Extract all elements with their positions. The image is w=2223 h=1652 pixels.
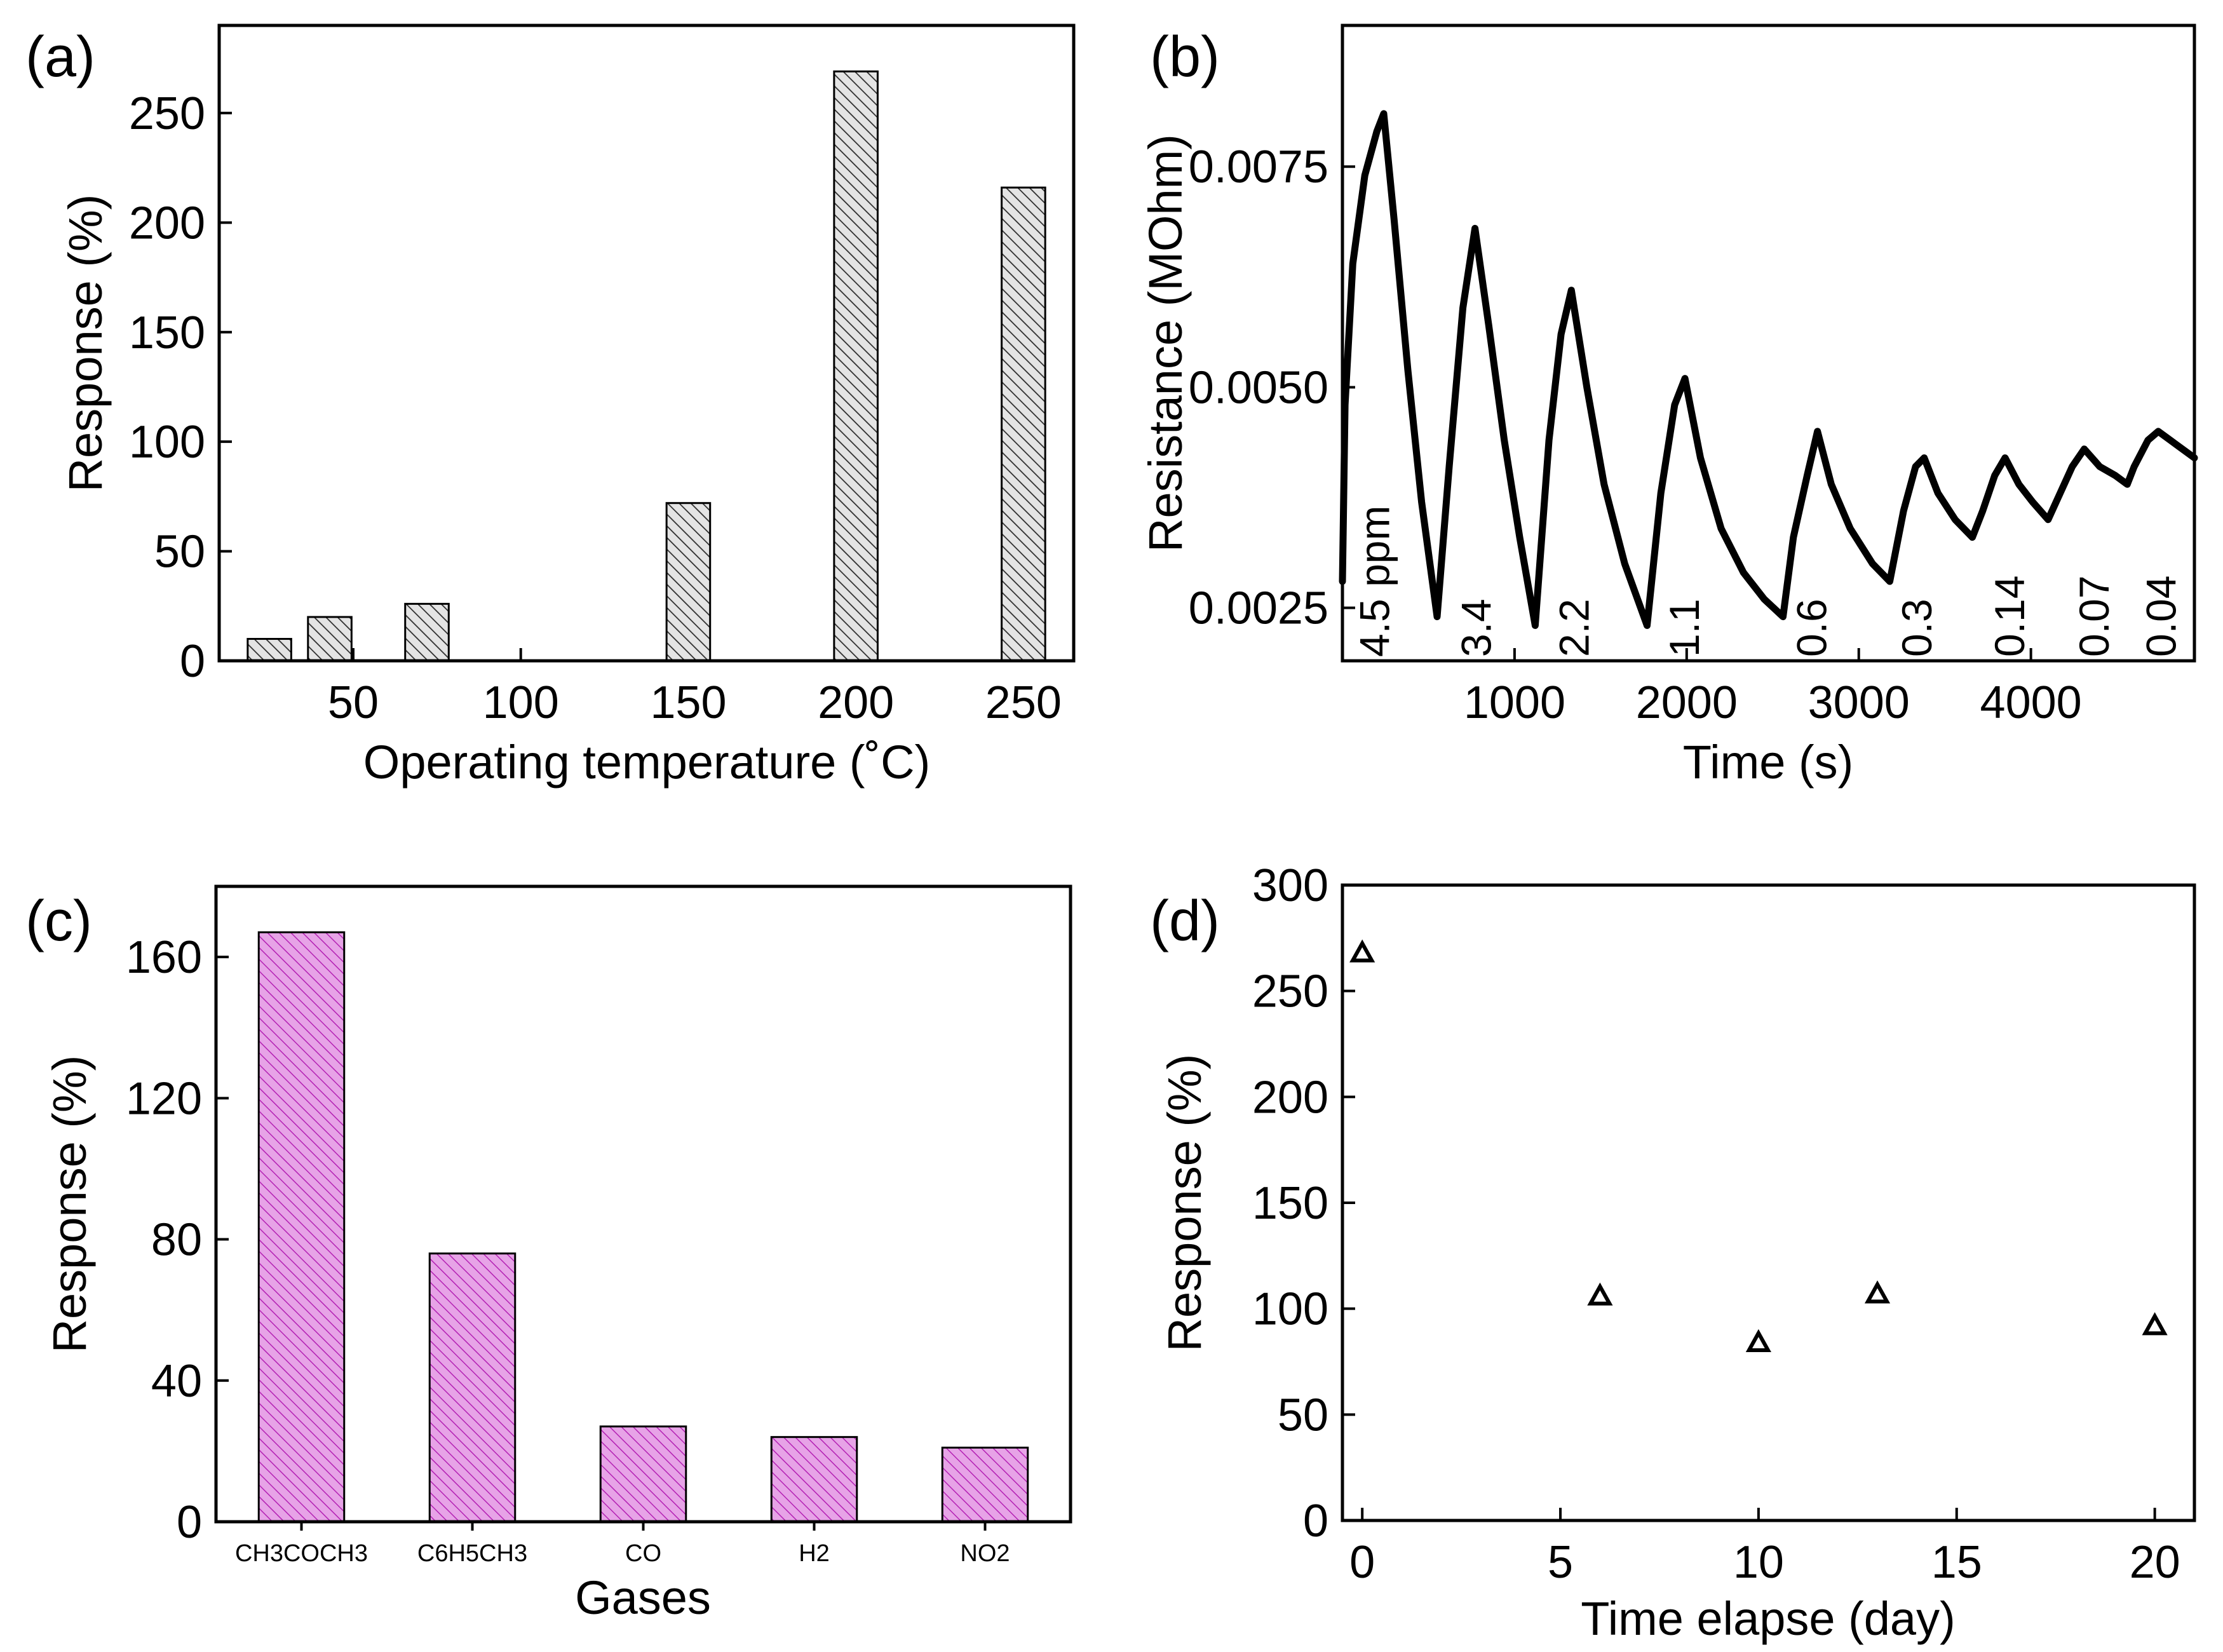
panel-d-y-tick-label: 0 — [1303, 1496, 1328, 1547]
panel-c-x-tick-label: C6H5CH3 — [417, 1540, 527, 1567]
panel-d-points — [1349, 939, 2168, 1352]
panel-b-x-tick-label: 2000 — [1636, 677, 1738, 728]
panel-c-bar — [941, 1446, 1029, 1523]
panel-b-ticks: 0.0025 0.0050 0.0075 1000 2000 3000 4000 — [1189, 142, 2082, 728]
panel-b-y-axis-title: Resistance (MOhm) — [1139, 134, 1192, 552]
panel-d-y-tick-label: 250 — [1252, 966, 1328, 1017]
panel-b-y-tick-label: 0.0075 — [1189, 142, 1328, 193]
panel-d-x-tick-label: 15 — [1931, 1537, 1982, 1588]
panel-b-concentration-label: 2.2 — [1551, 599, 1598, 657]
panel-b-concentration-label: 0.07 — [2071, 576, 2118, 657]
panel-b-x-tick-label: 3000 — [1808, 677, 1910, 728]
panel-c-bar — [257, 931, 346, 1523]
panel-c-ticks: 0 40 80 120 160 CH3COCH3 C6H5CH3 CO H2 NO2 — [126, 932, 1010, 1567]
panel-d-data-point — [2142, 1312, 2168, 1336]
panel-b-resistance-line — [1339, 110, 2198, 629]
panel-c-x-tick-label: CH3COCH3 — [235, 1540, 368, 1567]
panel-d-x-tick-label: 5 — [1548, 1537, 1573, 1588]
panel-a-y-tick-label: 200 — [129, 198, 205, 248]
panel-d-y-axis-title: Response (%) — [1158, 1054, 1211, 1352]
panel-b-label: (b) — [1150, 25, 1220, 89]
panel-d-y-tick-label: 200 — [1252, 1072, 1328, 1123]
panel-c-response-vs-gases: (c) 0 40 80 120 160 CH3COCH3 C6H5CH3 CO H2 NO2 Ga… — [25, 884, 1072, 1624]
panel-c-x-axis-title: Gases — [575, 1571, 711, 1624]
panel-a-bar — [307, 616, 353, 662]
panel-a-bar — [247, 638, 292, 662]
panel-d-response-vs-time-elapse: (d) 0 50 100 150 200 250 300 0 5 10 15 20 Time elap… — [1150, 860, 2196, 1645]
panel-d-data-point — [1864, 1280, 1891, 1304]
panel-a-ticks: 0 50 100 150 200 250 50 100 150 200 250 — [129, 88, 1062, 728]
panel-a-label: (a) — [25, 25, 95, 89]
panel-c-y-axis-title: Response (%) — [43, 1055, 96, 1353]
panel-c-y-tick-label: 80 — [151, 1215, 202, 1266]
panel-b-concentration-label: 4.5 ppm — [1351, 506, 1398, 657]
panel-b-x-tick-label: 1000 — [1464, 677, 1565, 728]
panel-c-x-tick-label: H2 — [799, 1540, 830, 1567]
panel-a-x-axis-title: Operating temperature (˚C) — [363, 736, 930, 789]
panel-c-y-tick-label: 120 — [126, 1073, 202, 1124]
panel-a-x-tick-label: 250 — [985, 677, 1062, 728]
panel-a-y-tick-label: 100 — [129, 417, 205, 468]
panel-b-concentration-labels: 4.5 ppm 3.4 2.2 1.1 0.6 0.3 0.14 0.07 0.04 — [1351, 506, 2184, 657]
panel-c-bar — [599, 1425, 687, 1523]
panel-c-y-tick-label: 0 — [177, 1497, 202, 1548]
panel-a-bar — [1001, 186, 1046, 662]
panel-a-bars — [247, 70, 1046, 662]
panel-a-bar — [665, 502, 712, 662]
panel-b-resistance-vs-time: (b) 0.0025 0.0050 0.0075 1000 2000 3000 4000 4… — [1139, 24, 2198, 789]
panel-c-plot-frame — [214, 884, 1072, 1524]
panel-d-data-point — [1745, 1329, 1772, 1352]
panel-b-concentration-label: 1.1 — [1661, 599, 1708, 657]
panel-c-label: (c) — [25, 890, 92, 953]
panel-c-bars — [257, 931, 1029, 1523]
panel-c-y-tick-label: 40 — [151, 1356, 202, 1407]
panel-d-data-point — [1349, 939, 1375, 963]
panel-b-x-tick-label: 4000 — [1980, 677, 2082, 728]
panel-d-plot-frame — [1341, 883, 2196, 1522]
panel-d-y-tick-label: 50 — [1278, 1390, 1328, 1440]
panel-d-ticks: 0 50 100 150 200 250 300 0 5 10 15 20 — [1252, 860, 2180, 1588]
panel-b-y-tick-label: 0.0050 — [1189, 362, 1328, 413]
panel-d-x-axis-title: Time elapse (day) — [1581, 1592, 1955, 1645]
panel-d-label: (d) — [1150, 890, 1220, 953]
panel-c-x-tick-label: CO — [625, 1540, 661, 1567]
panel-c-x-tick-label: NO2 — [960, 1540, 1010, 1567]
panel-d-x-tick-label: 0 — [1349, 1537, 1375, 1588]
panel-a-x-tick-label: 200 — [818, 677, 894, 728]
panel-a-response-vs-temperature: (a) 0 50 100 150 200 250 50 100 150 200 250 Operat… — [25, 24, 1076, 789]
panel-a-bar — [404, 602, 450, 662]
panel-a-y-axis-title: Response (%) — [59, 194, 112, 492]
panel-c-y-tick-label: 160 — [126, 932, 202, 983]
panel-b-concentration-label: 3.4 — [1452, 599, 1499, 657]
panel-b-curve — [1339, 110, 2198, 629]
panel-d-x-tick-label: 10 — [1733, 1537, 1784, 1588]
panel-d-data-point — [1587, 1282, 1613, 1306]
panel-b-concentration-label: 0.3 — [1893, 599, 1940, 657]
panel-a-plot-frame — [217, 24, 1076, 663]
panel-a-x-tick-label: 150 — [650, 677, 726, 728]
panel-b-concentration-label: 0.04 — [2138, 576, 2185, 657]
panel-a-y-tick-label: 250 — [129, 88, 205, 139]
panel-a-x-tick-label: 50 — [328, 677, 379, 728]
panel-b-concentration-label: 0.6 — [1788, 599, 1835, 657]
panel-a-x-tick-label: 100 — [483, 677, 559, 728]
panel-d-x-tick-label: 20 — [2130, 1537, 2180, 1588]
panel-b-x-axis-title: Time (s) — [1683, 736, 1854, 789]
panel-a-y-tick-label: 150 — [129, 308, 205, 358]
panel-a-y-tick-label: 50 — [154, 527, 205, 578]
panel-d-y-tick-label: 300 — [1252, 860, 1328, 911]
panel-b-y-tick-label: 0.0025 — [1189, 583, 1328, 634]
panel-a-bar — [833, 70, 879, 662]
panel-c-bar — [428, 1252, 517, 1523]
panel-b-concentration-label: 0.14 — [1986, 576, 2033, 657]
panel-c-bar — [770, 1436, 858, 1523]
panel-a-y-tick-label: 0 — [180, 636, 205, 687]
panel-b-plot-frame — [1341, 24, 2196, 663]
panel-d-y-tick-label: 150 — [1252, 1178, 1328, 1229]
panel-d-y-tick-label: 100 — [1252, 1284, 1328, 1335]
